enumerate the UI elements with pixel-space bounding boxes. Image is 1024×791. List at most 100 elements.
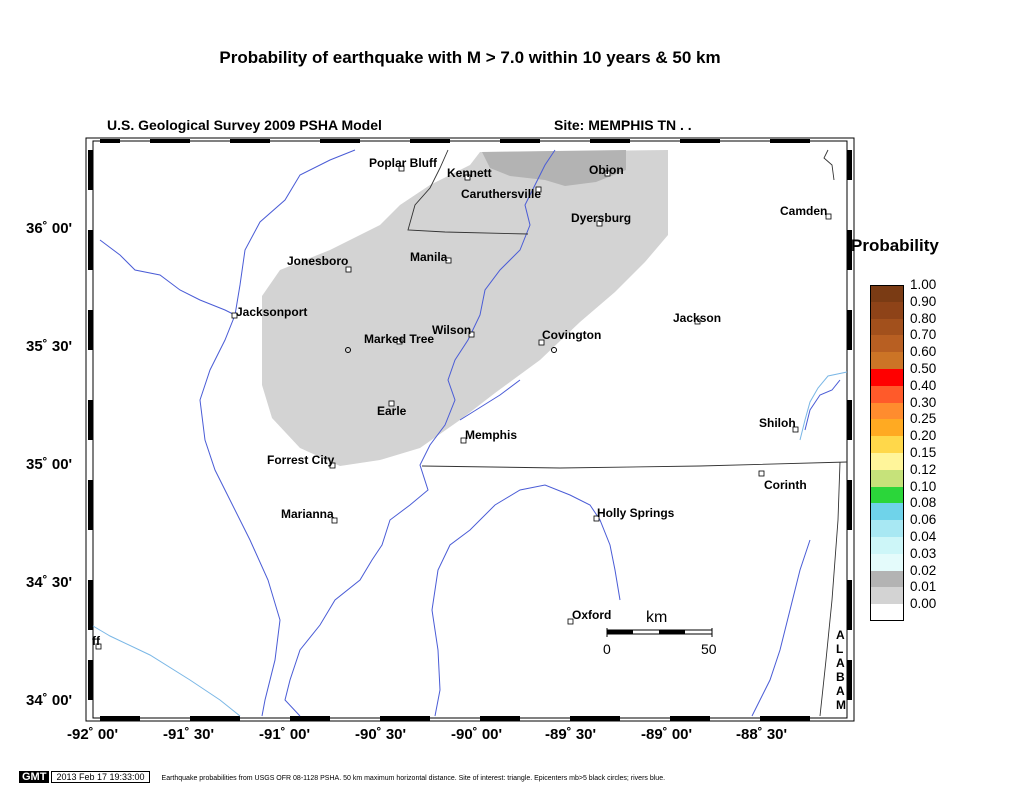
city-label: ff bbox=[92, 634, 100, 648]
legend-swatch bbox=[870, 486, 904, 504]
legend-value: 0.25 bbox=[910, 411, 937, 427]
legend-colorbar bbox=[870, 285, 904, 621]
legend-swatch bbox=[870, 335, 904, 353]
model-label: U.S. Geological Survey 2009 PSHA Model bbox=[107, 117, 382, 133]
longitude-label: -91˚ 30' bbox=[163, 726, 215, 743]
longitude-label: -91˚ 00' bbox=[259, 726, 311, 743]
epicenter-marker bbox=[345, 347, 351, 353]
state-label: ALABAM bbox=[836, 628, 846, 712]
city-markers bbox=[95, 165, 832, 650]
epicenter-marker bbox=[551, 347, 557, 353]
scale-bar bbox=[606, 628, 713, 637]
legend-value: 0.03 bbox=[910, 545, 937, 561]
legend-value: 0.20 bbox=[910, 428, 937, 444]
legend-swatch bbox=[870, 385, 904, 403]
legend-swatch bbox=[870, 402, 904, 420]
legend-swatch bbox=[870, 419, 904, 437]
latitude-label: 35˚ 00' bbox=[26, 456, 73, 473]
probability-zone-mid bbox=[482, 150, 626, 186]
gmt-logo: GMT bbox=[19, 771, 50, 783]
legend-title: Probability bbox=[851, 236, 939, 255]
legend-swatch bbox=[870, 368, 904, 386]
legend-swatch bbox=[870, 553, 904, 571]
legend-value: 0.08 bbox=[910, 495, 937, 511]
latitude-label: 35˚ 30' bbox=[26, 338, 73, 355]
legend-swatch bbox=[870, 436, 904, 453]
legend-value: 0.80 bbox=[910, 310, 937, 326]
map-frame-outer bbox=[85, 137, 855, 722]
city-label: Covington bbox=[542, 328, 602, 342]
city-label: Obion bbox=[589, 163, 624, 177]
state-boundaries bbox=[407, 149, 848, 717]
city-label: Poplar Bluff bbox=[369, 156, 437, 170]
scale-start: 0 bbox=[603, 641, 611, 657]
legend-value: 0.06 bbox=[910, 512, 937, 528]
legend-swatch bbox=[870, 520, 904, 537]
city-label: Camden bbox=[780, 204, 828, 218]
footer: GMT 2013 Feb 17 19:33:00 Earthquake probab… bbox=[19, 771, 665, 783]
latitude-label: 34˚ 30' bbox=[26, 574, 73, 591]
latitude-label: 36˚ 00' bbox=[26, 220, 73, 237]
city-label: Forrest City bbox=[267, 453, 335, 467]
longitude-label: -89˚ 00' bbox=[641, 726, 693, 743]
city-label: Wilson bbox=[432, 323, 472, 337]
legend-swatch bbox=[870, 452, 904, 470]
longitude-label: -90˚ 30' bbox=[355, 726, 407, 743]
longitude-label: -89˚ 30' bbox=[545, 726, 597, 743]
legend-swatch bbox=[870, 570, 904, 588]
city-label: Oxford bbox=[572, 608, 612, 622]
city-label: Manila bbox=[410, 250, 448, 264]
legend-swatch bbox=[870, 503, 904, 521]
legend-swatch bbox=[870, 352, 904, 369]
longitude-label: -92˚ 00' bbox=[67, 726, 119, 743]
longitude-label: -88˚ 30' bbox=[736, 726, 788, 743]
footer-caption: Earthquake probabilities from USGS OFR 0… bbox=[161, 775, 666, 782]
legend-value: 0.30 bbox=[910, 394, 937, 410]
legend-swatch bbox=[870, 318, 904, 336]
legend-value: 0.90 bbox=[910, 293, 937, 309]
rivers bbox=[99, 149, 841, 717]
legend-swatch bbox=[870, 469, 904, 487]
city-label: Dyersburg bbox=[571, 211, 632, 225]
rivers-light bbox=[92, 371, 848, 717]
legend-value: 0.12 bbox=[910, 461, 937, 477]
legend-value: 0.02 bbox=[910, 562, 937, 578]
legend-value: 0.04 bbox=[910, 529, 937, 544]
legend-value: 0.01 bbox=[910, 579, 937, 595]
scale-end: 50 bbox=[701, 641, 717, 657]
legend-value: 0.70 bbox=[910, 327, 937, 343]
latitude-label: 34˚ 00' bbox=[26, 692, 73, 709]
map-title: Probability of earthquake with M > 7.0 w… bbox=[219, 48, 721, 67]
legend-value: 0.40 bbox=[910, 377, 937, 393]
scale-unit: km bbox=[646, 609, 668, 626]
legend-swatch bbox=[870, 536, 904, 554]
city-label: Jackson bbox=[673, 311, 722, 325]
legend-value: 1.00 bbox=[910, 277, 937, 292]
legend-swatch bbox=[870, 587, 904, 605]
city-label: Marianna bbox=[281, 507, 334, 521]
site-label: Site: MEMPHIS TN . . bbox=[554, 117, 692, 133]
legend-swatch bbox=[870, 285, 904, 302]
legend-swatch bbox=[870, 604, 904, 621]
legend-value: 0.00 bbox=[910, 596, 937, 612]
city-label: Holly Springs bbox=[597, 506, 675, 520]
city-label: Jonesboro bbox=[287, 254, 349, 268]
city-label: Kennett bbox=[447, 166, 492, 180]
city-label: Marked Tree bbox=[364, 332, 435, 346]
timestamp: 2013 Feb 17 19:33:00 bbox=[51, 771, 150, 783]
legend-value: 0.15 bbox=[910, 445, 937, 460]
frame-ticks bbox=[88, 139, 852, 721]
city-label: Caruthersville bbox=[461, 187, 542, 201]
city-label: Shiloh bbox=[759, 416, 796, 430]
legend-value: 0.10 bbox=[910, 478, 937, 494]
city-label: Earle bbox=[377, 404, 407, 418]
city-label: Corinth bbox=[764, 478, 807, 492]
longitude-label: -90˚ 00' bbox=[451, 726, 503, 743]
city-label: Memphis bbox=[465, 428, 518, 442]
probability-zone-low bbox=[262, 150, 668, 466]
legend-swatch bbox=[870, 301, 904, 319]
legend-value: 0.60 bbox=[910, 344, 937, 360]
city-label: Jacksonport bbox=[236, 305, 308, 319]
legend-value: 0.50 bbox=[910, 361, 937, 376]
